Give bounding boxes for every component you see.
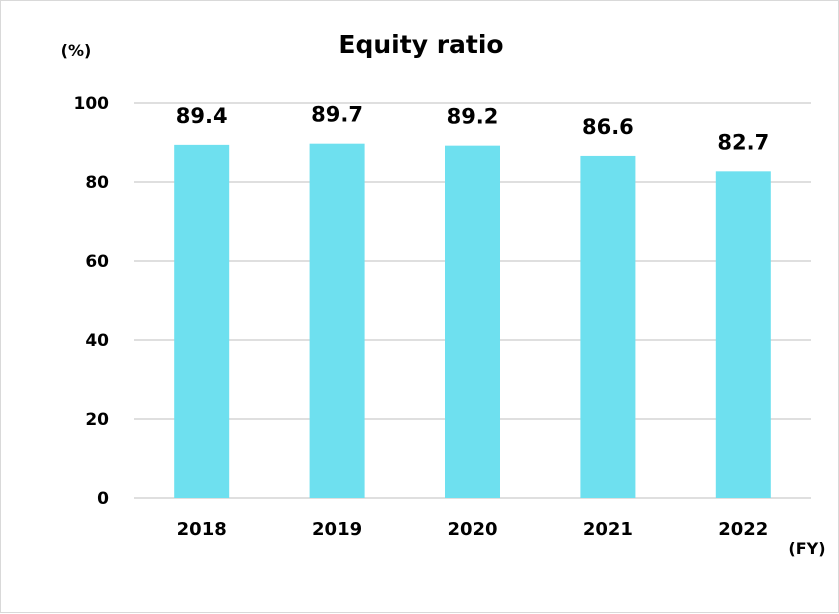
bar-2020 bbox=[445, 145, 500, 498]
data-label-2019: 89.7 bbox=[311, 103, 363, 127]
data-labels: 89.4 89.7 89.2 86.6 82.7 bbox=[176, 103, 769, 155]
y-tick-label: 100 bbox=[74, 94, 110, 114]
data-label-2020: 89.2 bbox=[447, 105, 499, 129]
y-tick-label: 80 bbox=[85, 173, 109, 193]
data-label-2021: 86.6 bbox=[582, 115, 634, 139]
x-tick-label-2021: 2021 bbox=[583, 519, 633, 540]
bars bbox=[174, 143, 771, 498]
x-axis-unit-label: (FY) bbox=[788, 539, 825, 558]
x-tick-label-2020: 2020 bbox=[447, 519, 497, 540]
y-axis-unit-label: (%) bbox=[61, 41, 92, 60]
y-axis-ticks: 0 20 40 60 80 100 bbox=[74, 94, 110, 509]
bar-2022 bbox=[715, 171, 771, 498]
y-tick-label: 60 bbox=[85, 252, 109, 272]
data-label-2018: 89.4 bbox=[176, 104, 228, 128]
x-axis-ticks: 2018 2019 2020 2021 2022 bbox=[177, 519, 769, 540]
y-tick-label: 20 bbox=[85, 410, 109, 430]
x-tick-label-2019: 2019 bbox=[312, 519, 362, 540]
bar-2019 bbox=[309, 143, 365, 498]
x-tick-label-2022: 2022 bbox=[718, 519, 768, 540]
y-tick-label: 40 bbox=[85, 331, 109, 351]
bar-2021 bbox=[580, 155, 636, 498]
y-tick-label: 0 bbox=[97, 489, 109, 509]
x-tick-label-2018: 2018 bbox=[177, 519, 227, 540]
bar-2018 bbox=[174, 144, 230, 498]
chart-title: Equity ratio bbox=[338, 30, 503, 59]
data-label-2022: 82.7 bbox=[717, 130, 769, 154]
